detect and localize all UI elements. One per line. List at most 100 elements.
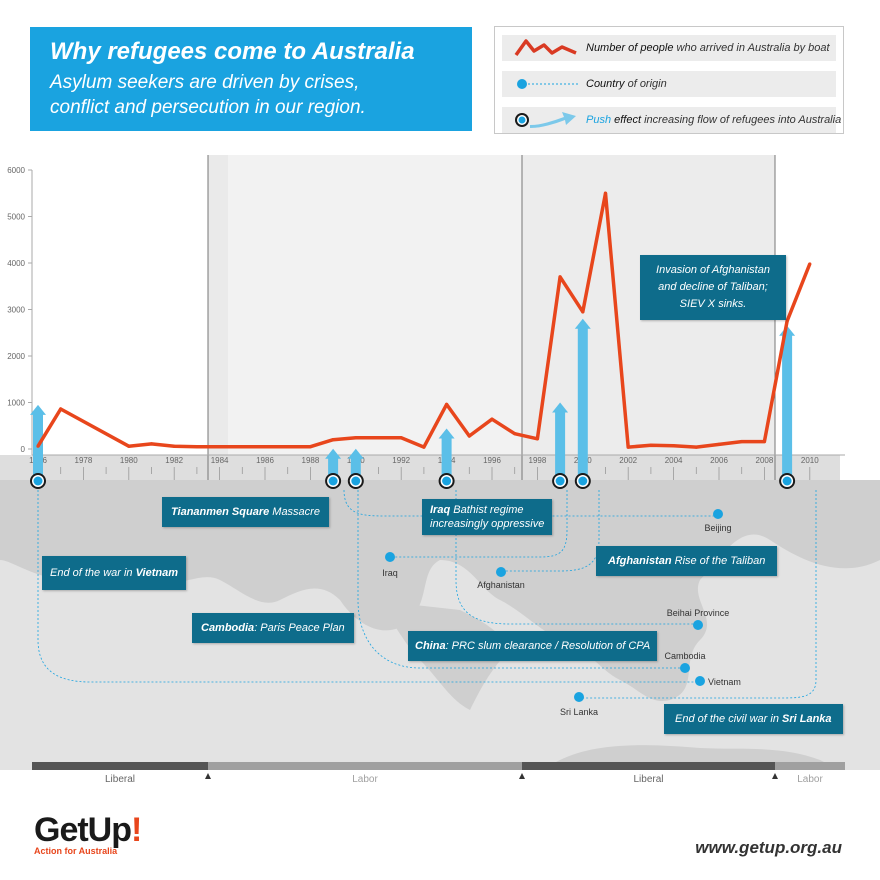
push-arrow-shaft <box>555 410 566 480</box>
country-dot <box>680 663 690 673</box>
country-label: Sri Lanka <box>560 707 598 717</box>
push-arrow <box>552 402 569 480</box>
government-label: Liberal <box>105 774 135 785</box>
event-cambodia-rest: : Paris Peace Plan <box>254 622 345 634</box>
data-point <box>36 444 40 448</box>
data-point <box>286 445 290 449</box>
connector-line <box>343 489 720 517</box>
x-tick-label: 1998 <box>529 456 547 465</box>
connector-line <box>37 490 700 683</box>
data-point <box>308 445 312 449</box>
push-arrow-shaft <box>328 456 339 480</box>
event-srilanka-pre: End of the civil war in <box>675 713 782 725</box>
event-tiananmen: Tiananmen Square Massacre <box>162 497 329 527</box>
page-title: Why refugees come to Australia <box>50 38 415 65</box>
event-invasion-line1: Invasion of Afghanistan <box>656 264 770 276</box>
country-label: Vietnam <box>708 677 741 687</box>
push-marker <box>779 473 796 489</box>
logo-main: GetUp <box>34 811 132 849</box>
connector-line <box>580 490 817 699</box>
push-arrow-head <box>30 404 46 415</box>
push-marker-dot <box>782 476 792 486</box>
event-cambodia: Cambodia: Paris Peace Plan <box>192 613 354 643</box>
legend-row-push: Push effect increasing flow of refugees … <box>502 107 841 133</box>
push-marker-dot <box>442 476 452 486</box>
event-afghanistan: Afghanistan Rise of the Taliban <box>596 546 778 576</box>
event-markers <box>30 473 796 489</box>
legend-row-country: Country of origin <box>502 71 836 97</box>
event-iraq-bold: Iraq <box>430 504 451 516</box>
event-iraq-line2: increasingly oppressive <box>430 518 545 530</box>
data-point <box>535 437 540 441</box>
government-bar: Liberal Labor Liberal Labor <box>32 762 845 785</box>
data-point <box>172 444 176 448</box>
event-iraq-rest: Bathist regime <box>450 504 524 516</box>
x-tick-label: 2002 <box>619 456 637 465</box>
logo-mark: ! <box>131 811 142 849</box>
legend-country-rest: of origin <box>624 78 667 90</box>
map-land <box>0 480 880 701</box>
country-label: Beihai Province <box>667 608 730 618</box>
legend-push-highlight: Push <box>586 114 612 126</box>
x-tick-label: 1988 <box>302 456 320 465</box>
connector-line <box>390 490 568 558</box>
legend: Number of people who arrived in Australi… <box>494 26 844 134</box>
legend-row-arrivals: Number of people who arrived in Australi… <box>502 35 836 61</box>
footer-url[interactable]: www.getup.org.au <box>695 838 842 857</box>
government-change-marker <box>519 773 525 779</box>
y-tick-label: 4000 <box>7 259 25 268</box>
government-segment <box>208 762 522 770</box>
legend-country-text: Country of origin <box>586 71 667 97</box>
data-point <box>331 438 335 442</box>
event-vietnam-bold: Vietnam <box>135 567 178 579</box>
data-point <box>240 445 244 449</box>
country-label: Iraq <box>382 568 398 578</box>
x-tick-label: 1986 <box>256 456 274 465</box>
government-segment <box>775 762 845 770</box>
legend-effect-highlight: effect <box>611 114 642 126</box>
data-point <box>558 275 562 279</box>
data-point <box>149 442 154 446</box>
event-srilanka-bold: Sri Lanka <box>782 713 832 725</box>
push-marker <box>325 473 342 489</box>
data-point <box>422 445 426 449</box>
push-marker-dot <box>328 476 338 486</box>
country-label: Afghanistan <box>477 580 525 590</box>
government-change-marker <box>772 773 778 779</box>
country-dot <box>695 676 705 686</box>
government-label: Labor <box>797 774 823 785</box>
government-segment <box>522 762 775 770</box>
push-arrow <box>438 428 455 480</box>
data-point <box>808 262 812 266</box>
data-point <box>513 432 517 436</box>
event-afghanistan-rest: Rise of the Taliban <box>671 555 766 567</box>
push-marker <box>552 473 569 489</box>
event-invasion: Invasion of Afghanistan and decline of T… <box>640 255 786 320</box>
zigzag-line-icon <box>514 39 577 57</box>
country-dots: Beijing Iraq Afghanistan Beihai Province Cam… <box>382 509 741 717</box>
y-tick-label: 6000 <box>7 166 25 175</box>
country-dot-icon <box>517 79 578 89</box>
legend-arrivals-text: Number of people who arrived in Australi… <box>586 35 830 61</box>
push-marker <box>30 473 46 489</box>
data-point <box>581 310 585 314</box>
event-vietnam: End of the war in Vietnam <box>42 556 186 590</box>
push-marker-dot <box>555 476 565 486</box>
legend-arrivals-highlight: Number of people <box>586 42 674 54</box>
event-invasion-line3: SIEV X sinks. <box>679 298 747 310</box>
data-point <box>467 434 471 438</box>
page-subtitle-1: Asylum seekers are driven by crises, <box>50 72 360 93</box>
y-tick-label: 2000 <box>7 352 25 361</box>
y-tick-label: 0 <box>21 445 26 454</box>
event-srilanka: End of the civil war in Sri Lanka <box>664 704 843 734</box>
event-china-bold: China <box>415 640 446 652</box>
country-dot <box>693 620 703 630</box>
data-point <box>490 417 494 421</box>
push-arrow <box>325 448 342 480</box>
data-point <box>376 436 381 440</box>
data-point <box>694 445 698 449</box>
data-point <box>263 445 267 449</box>
getup-logo: GetUp! Action for Australia <box>34 812 184 862</box>
country-dot <box>385 552 395 562</box>
